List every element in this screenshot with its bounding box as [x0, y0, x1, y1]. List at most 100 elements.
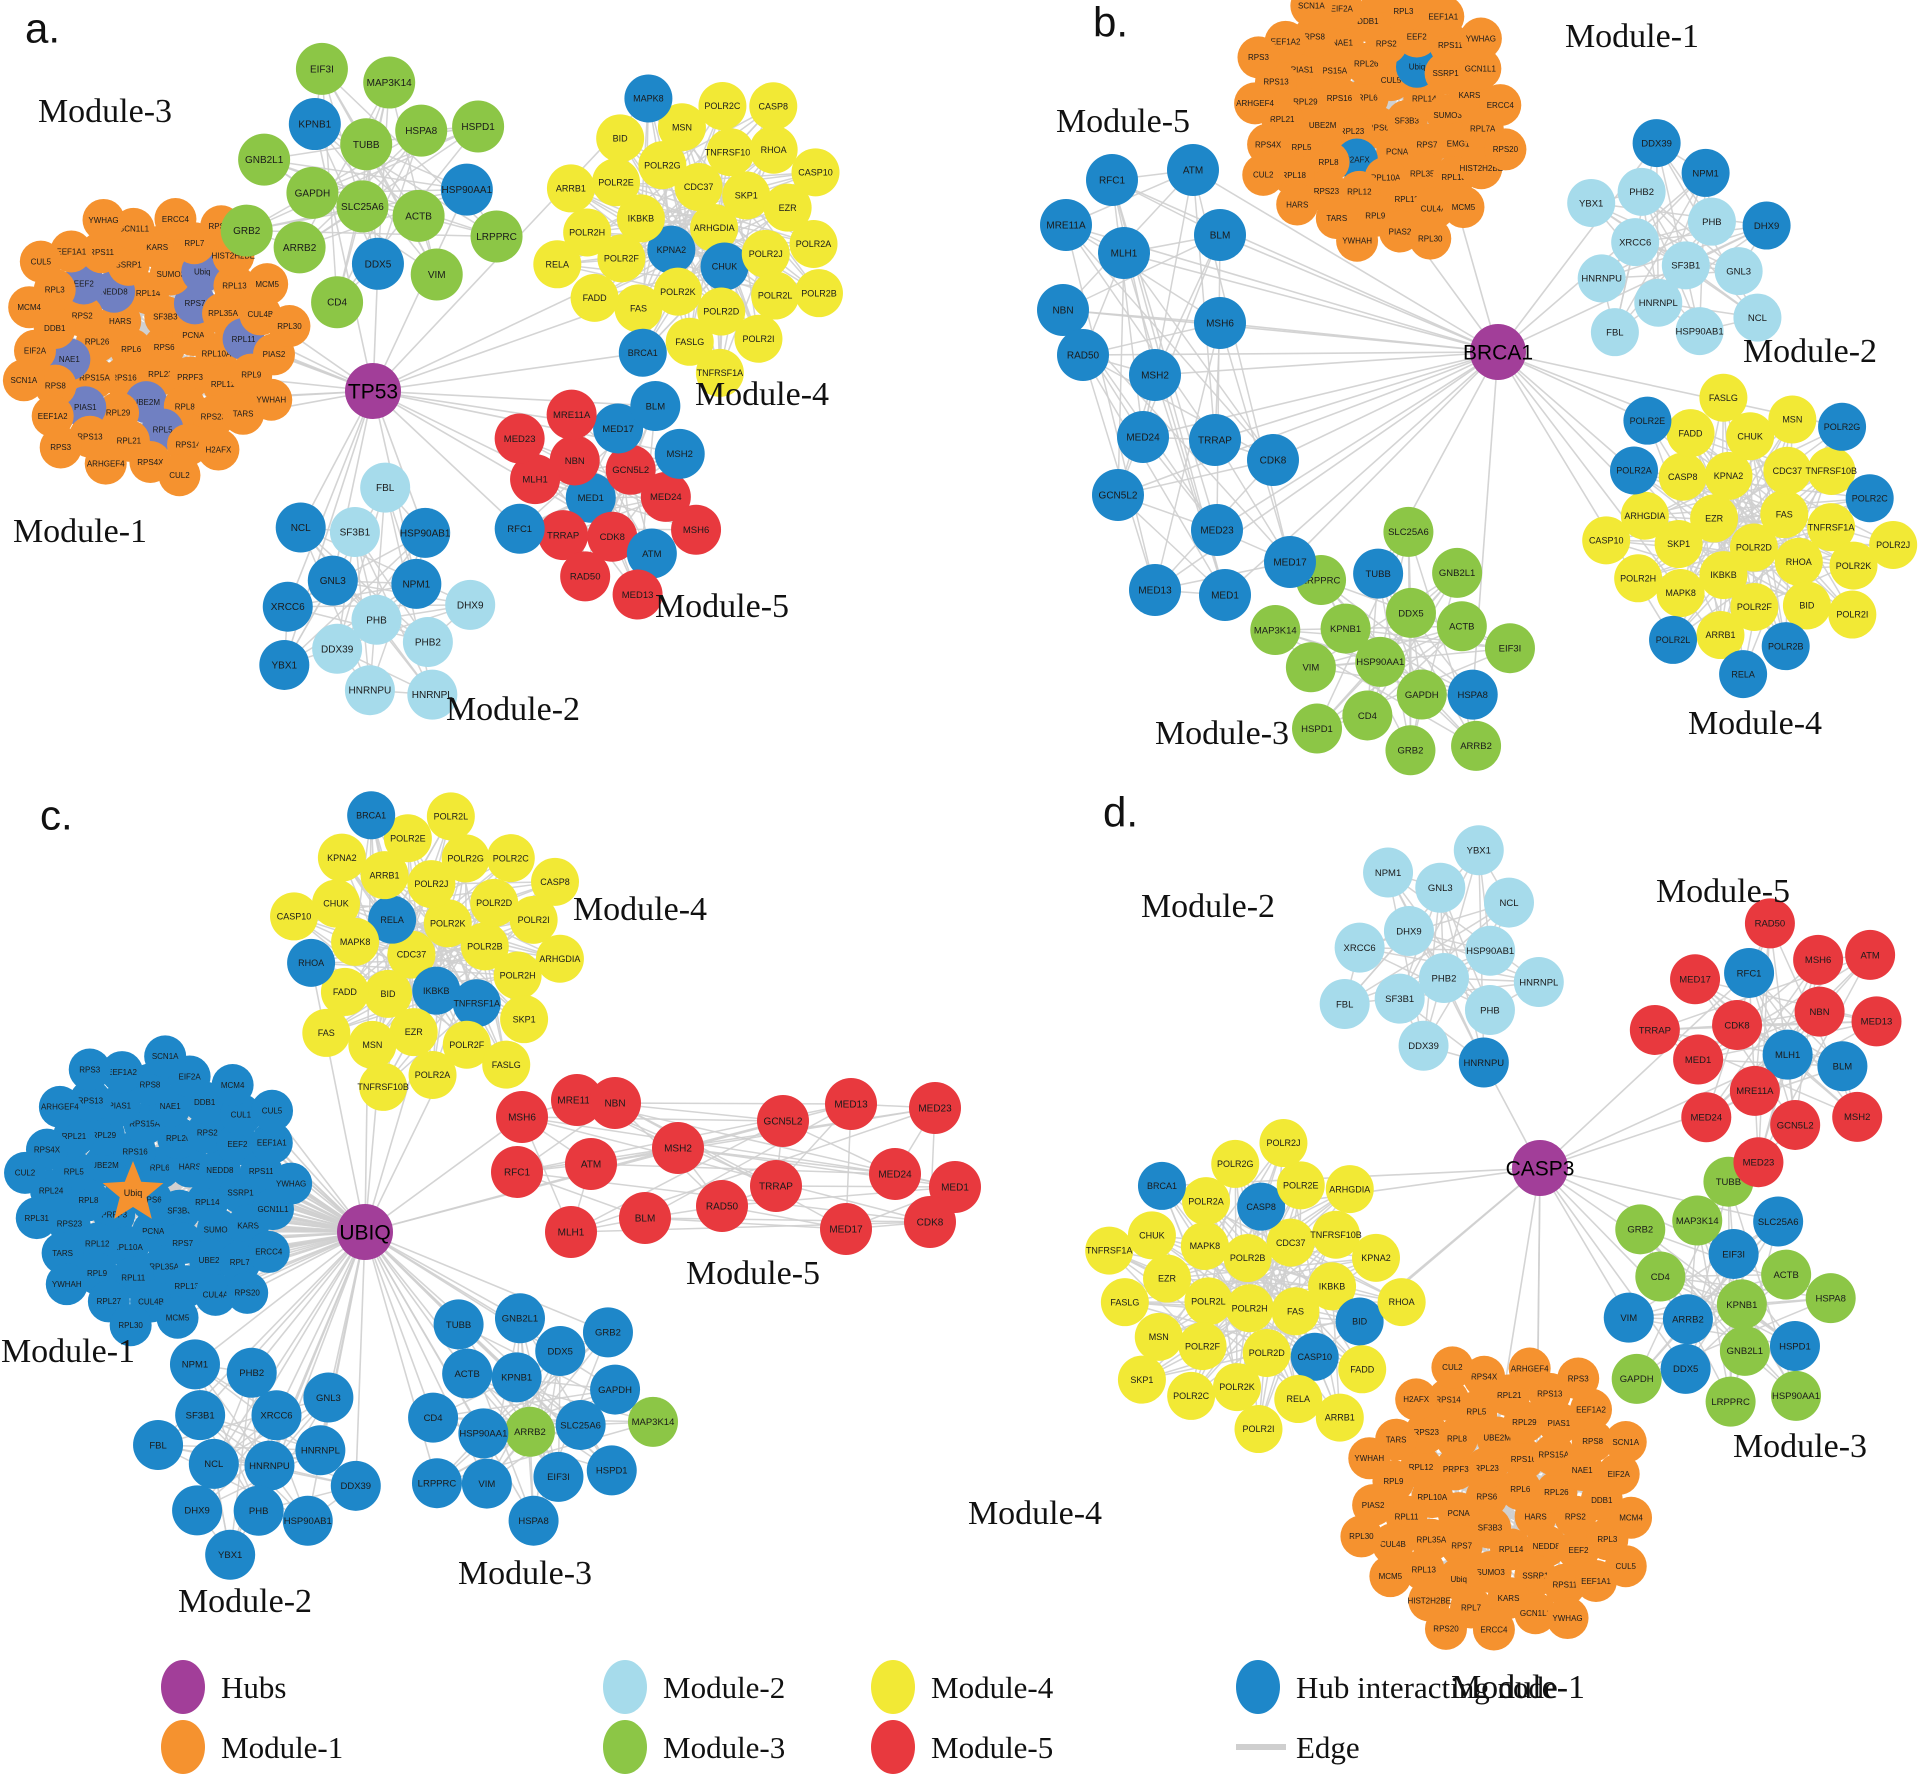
network-node-MLH1[interactable] — [510, 454, 561, 505]
network-node-ARHGDIA[interactable] — [1325, 1165, 1374, 1214]
network-node-KPNB1[interactable] — [288, 98, 341, 151]
network-node-DDX39[interactable] — [1398, 1020, 1449, 1071]
network-node-ATM[interactable] — [1167, 144, 1219, 196]
network-node-IKBKB[interactable] — [1308, 1262, 1357, 1311]
network-node-POLR2K[interactable] — [653, 267, 702, 316]
network-node-HSPD1[interactable] — [1769, 1320, 1820, 1371]
network-node-TRRAP[interactable] — [750, 1160, 802, 1212]
network-node-GCN1L1[interactable] — [1459, 47, 1502, 90]
network-node-SCN1A[interactable] — [1604, 1421, 1647, 1464]
network-node-RPS3[interactable] — [68, 1048, 111, 1091]
network-node-TUBB[interactable] — [433, 1299, 484, 1350]
network-node-GRB2[interactable] — [1385, 725, 1436, 776]
network-node-TNFRSF1A[interactable] — [695, 348, 744, 397]
network-node-SKP1[interactable] — [500, 995, 549, 1044]
network-node-MED1[interactable] — [1199, 569, 1251, 621]
network-node-PRPF3[interactable] — [1434, 1448, 1477, 1491]
network-node-FADD[interactable] — [320, 967, 369, 1016]
network-node-EEF1A2[interactable] — [101, 1051, 144, 1094]
network-node-POLR2D[interactable] — [1242, 1328, 1291, 1377]
network-node-XRCC6[interactable] — [262, 581, 313, 632]
network-node-MED13[interactable] — [612, 569, 663, 620]
network-node-DDX39[interactable] — [1632, 119, 1681, 168]
network-node-HSPD1[interactable] — [452, 100, 505, 153]
network-node-HSP90AB1[interactable] — [1675, 307, 1724, 356]
network-node-SCN1A[interactable] — [144, 1035, 187, 1078]
network-node-SLC25A6[interactable] — [1753, 1196, 1804, 1247]
network-node-POLR2I[interactable] — [734, 314, 783, 363]
network-node-BLM[interactable] — [630, 380, 681, 431]
network-node-MED23[interactable] — [1733, 1137, 1784, 1188]
network-node-MSH2[interactable] — [652, 1122, 704, 1174]
network-node-HSP90AA1[interactable] — [458, 1408, 509, 1459]
network-node-FBL[interactable] — [1319, 978, 1370, 1029]
network-node-ARHGEF4[interactable] — [1508, 1347, 1551, 1390]
network-node-MAP3K14[interactable] — [363, 56, 416, 109]
network-node-POLR2H[interactable] — [493, 951, 542, 1000]
network-node-RFC1[interactable] — [491, 1146, 543, 1198]
network-node-DHX9[interactable] — [1742, 201, 1791, 250]
network-node-CHUK[interactable] — [1127, 1211, 1176, 1260]
network-node-ARHGDIA[interactable] — [535, 934, 584, 983]
network-node-EEF1A2[interactable] — [31, 395, 74, 438]
network-node-HNRNPU[interactable] — [1577, 254, 1626, 303]
network-node-RPS14[interactable] — [1427, 1378, 1470, 1421]
network-node-PHB2[interactable] — [1418, 953, 1469, 1004]
network-node-DDX39[interactable] — [330, 1460, 381, 1511]
network-node-EZR[interactable] — [1143, 1254, 1192, 1303]
network-node-ERCC4[interactable] — [1479, 84, 1522, 127]
network-node-POLR2J[interactable] — [407, 860, 456, 909]
network-node-PHB[interactable] — [1464, 984, 1515, 1035]
network-node-POLR2L[interactable] — [1184, 1277, 1233, 1326]
network-node-MCM5[interactable] — [1442, 186, 1485, 229]
network-node-CASP8[interactable] — [749, 82, 798, 131]
network-node-KPNA2[interactable] — [1704, 451, 1753, 500]
network-node-RHOA[interactable] — [749, 125, 798, 174]
network-node-RPS11[interactable] — [1543, 1563, 1586, 1606]
network-node-SKP1[interactable] — [722, 171, 771, 220]
network-node-TUBB[interactable] — [340, 118, 393, 171]
network-node-EZR[interactable] — [1690, 494, 1739, 543]
network-node-DDX5[interactable] — [535, 1326, 586, 1377]
network-node-YWHAH[interactable] — [250, 378, 293, 421]
network-node-ARRB2[interactable] — [1451, 720, 1502, 771]
network-node-POLR2G[interactable] — [441, 834, 490, 883]
network-node-MED13[interactable] — [825, 1078, 877, 1130]
network-node-MED24[interactable] — [1681, 1092, 1732, 1143]
network-node-MAP3K14[interactable] — [627, 1396, 678, 1447]
network-node-MSH6[interactable] — [1194, 297, 1246, 349]
network-node-RHOA[interactable] — [1774, 537, 1823, 586]
network-node-BRCA1[interactable] — [347, 791, 396, 840]
network-node-YBX1[interactable] — [1567, 178, 1616, 227]
network-node-BID[interactable] — [364, 969, 413, 1018]
network-node-RPS3[interactable] — [1237, 36, 1280, 79]
network-node-MCM5[interactable] — [1369, 1555, 1412, 1598]
network-node-POLR2L[interactable] — [751, 271, 800, 320]
network-node-POLR2C[interactable] — [1167, 1371, 1216, 1420]
network-node-ACTB[interactable] — [442, 1348, 493, 1399]
network-node-MLH1[interactable] — [545, 1206, 597, 1258]
network-node-ERCC4[interactable] — [154, 198, 197, 241]
network-node-FBL[interactable] — [1590, 308, 1639, 357]
network-node-H2AFX[interactable] — [197, 428, 240, 471]
network-node-FASLG[interactable] — [1699, 373, 1748, 422]
network-node-MCM4[interactable] — [211, 1064, 254, 1107]
network-node-MSH2[interactable] — [1129, 349, 1181, 401]
network-node-FADD[interactable] — [1338, 1345, 1387, 1394]
network-node-NCL[interactable] — [275, 502, 326, 553]
hub-node-BRCA1[interactable] — [1470, 324, 1526, 380]
network-node-MCM4[interactable] — [8, 286, 51, 329]
network-node-RAD50[interactable] — [696, 1180, 748, 1232]
network-node-YWHAH[interactable] — [1348, 1437, 1391, 1480]
network-node-ERCC4[interactable] — [247, 1230, 290, 1273]
network-node-NCL[interactable] — [1483, 877, 1534, 928]
network-node-HARS[interactable] — [1276, 183, 1319, 226]
network-node-NPM1[interactable] — [1363, 847, 1414, 898]
network-node-MED23[interactable] — [909, 1082, 961, 1134]
network-node-DDX39[interactable] — [312, 623, 363, 674]
network-node-GNB2L1[interactable] — [238, 133, 291, 186]
network-node-EIF2A[interactable] — [1597, 1452, 1640, 1495]
network-node-YWHAG[interactable] — [1546, 1597, 1589, 1640]
network-node-POLR2B[interactable] — [1761, 622, 1810, 671]
network-node-POLR2B[interactable] — [794, 269, 843, 318]
